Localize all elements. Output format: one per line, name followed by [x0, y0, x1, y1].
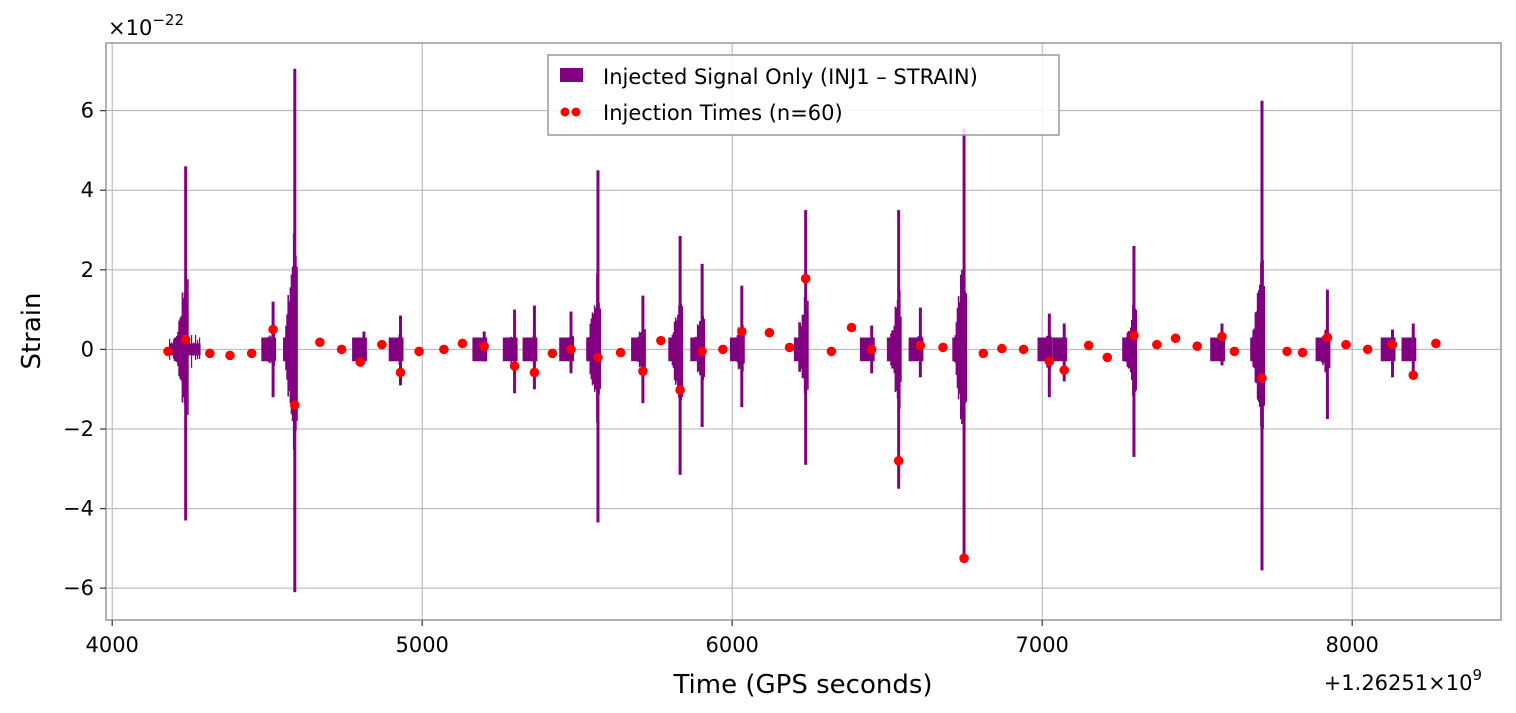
- axis-ticks: 4000 5000 6000 7000 8000 −6 −4 −2 0 2 4 6: [63, 99, 1379, 657]
- y-scale-factor: ×10−22: [108, 11, 184, 40]
- injection-marker: [718, 344, 728, 355]
- legend-signal-swatch: [560, 68, 583, 82]
- x-tick-label: 8000: [1325, 633, 1378, 657]
- injection-marker: [414, 346, 424, 357]
- injection-marker: [1431, 338, 1441, 349]
- injection-marker: [846, 322, 857, 333]
- injection-marker: [529, 367, 540, 378]
- injection-marker: [656, 335, 666, 346]
- injection-marker: [1217, 331, 1227, 342]
- injection-marker: [246, 348, 257, 359]
- x-axis-label: Time (GPS seconds): [672, 670, 932, 700]
- injection-marker: [737, 326, 747, 337]
- injection-marker: [163, 346, 173, 357]
- y-scale-base: ×10: [108, 16, 152, 40]
- injection-marker: [1297, 347, 1308, 358]
- injection-marker: [938, 342, 948, 353]
- injection-marker: [1229, 346, 1240, 357]
- injection-marker: [1083, 340, 1094, 351]
- injection-marker: [509, 361, 520, 371]
- injection-marker: [1129, 330, 1139, 341]
- injection-marker: [1362, 344, 1373, 355]
- y-tick-label: −6: [63, 576, 94, 600]
- injection-marker: [289, 400, 300, 410]
- injection-marker: [1408, 370, 1419, 381]
- injection-marker: [1018, 344, 1029, 355]
- injection-marker: [180, 334, 191, 345]
- injection-marker: [697, 346, 707, 357]
- injection-marker: [566, 344, 576, 355]
- x-offset-base: +1.26251×10: [1324, 671, 1473, 695]
- legend-marker-swatch: [560, 107, 570, 117]
- y-tick-label: 6: [81, 99, 94, 123]
- y-tick-label: −4: [63, 497, 94, 521]
- injection-marker: [355, 357, 366, 367]
- injection-marker: [978, 348, 989, 359]
- plot-frame: [105, 42, 1502, 621]
- injection-marker: [1322, 332, 1333, 343]
- injection-marker: [826, 346, 837, 357]
- x-tick-label: 4000: [85, 633, 138, 657]
- x-tick-label: 5000: [395, 633, 448, 657]
- legend-marker-label: Injection Times (n=60): [603, 101, 843, 125]
- x-tick-label: 6000: [705, 633, 758, 657]
- injection-marker: [638, 366, 648, 377]
- injection-marker: [225, 350, 235, 361]
- injection-marker: [764, 327, 775, 338]
- legend-box: [547, 54, 1060, 136]
- injection-marker: [395, 367, 406, 378]
- injection-marker: [1059, 365, 1070, 375]
- y-tick-label: −2: [63, 417, 94, 441]
- x-tick-label: 7000: [1015, 633, 1068, 657]
- injection-marker: [1192, 341, 1202, 352]
- y-tick-label: 0: [81, 337, 94, 361]
- legend-marker-swatch: [571, 107, 581, 117]
- injection-marker: [866, 344, 877, 355]
- injection-marker: [997, 343, 1007, 354]
- injection-markers: [163, 273, 1441, 564]
- y-axis-label: Strain: [17, 292, 47, 369]
- y-tick-label: 4: [81, 178, 94, 202]
- injection-marker: [377, 339, 387, 350]
- x-offset: +1.26251×109: [1324, 666, 1482, 695]
- injection-marker: [315, 337, 325, 348]
- injection-marker: [1152, 339, 1162, 350]
- y-scale-exponent: −22: [152, 11, 184, 29]
- injection-marker: [1387, 339, 1398, 350]
- injection-marker: [1341, 339, 1351, 350]
- injection-marker: [593, 352, 603, 363]
- injection-marker: [268, 324, 278, 335]
- legend: Injected Signal Only (INJ1 – STRAIN) Inj…: [547, 54, 1060, 136]
- injection-marker: [479, 341, 490, 352]
- injection-marker: [784, 342, 795, 353]
- injection-marker: [959, 553, 969, 564]
- y-tick-label: 2: [81, 258, 94, 282]
- injection-marker: [675, 385, 685, 395]
- injection-marker: [800, 273, 811, 284]
- injection-marker: [893, 456, 904, 466]
- injection-marker: [915, 340, 926, 351]
- injection-marker: [1102, 352, 1113, 363]
- injection-marker: [336, 344, 347, 355]
- injection-marker: [1282, 346, 1292, 357]
- injection-marker: [547, 348, 558, 359]
- injection-marker: [615, 347, 626, 358]
- injection-marker: [1170, 333, 1181, 344]
- legend-signal-label: Injected Signal Only (INJ1 – STRAIN): [603, 65, 978, 89]
- injection-marker: [1044, 356, 1055, 367]
- injection-marker: [205, 348, 215, 359]
- injection-marker: [1257, 373, 1267, 383]
- injection-marker: [439, 344, 449, 355]
- x-offset-exponent: 9: [1472, 666, 1482, 684]
- injection-marker: [457, 338, 468, 349]
